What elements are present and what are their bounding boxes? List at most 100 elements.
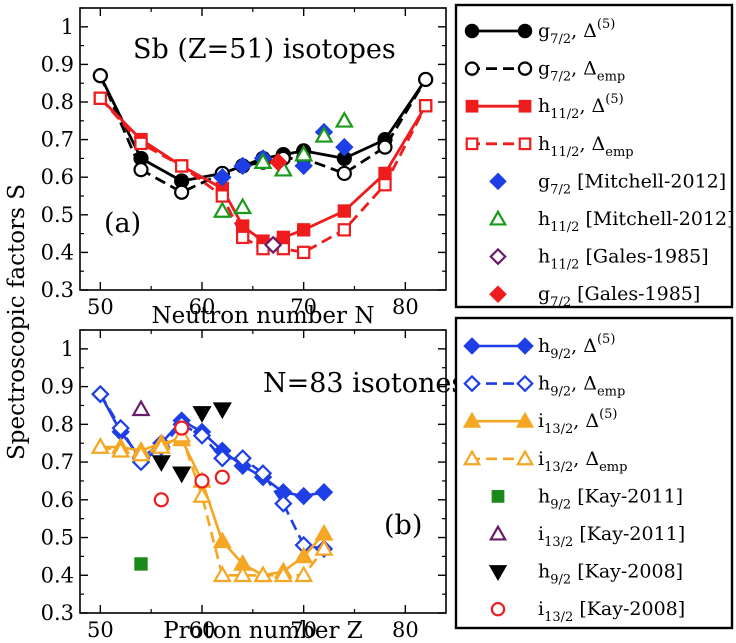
legend-label: h9/2 [Kay-2008] — [538, 561, 683, 588]
data-point — [131, 399, 151, 417]
data-point — [294, 546, 314, 564]
data-point — [212, 531, 232, 549]
x-axis-label: Neutron number N — [152, 303, 375, 329]
data-point — [91, 384, 110, 404]
legend-label-sub: 7/2 — [550, 70, 571, 85]
data-point — [192, 426, 212, 445]
legend-entry: i13/2 [Kay-2008] — [490, 598, 685, 625]
legend-label-main: h — [538, 373, 550, 395]
legend-label-tail: [Gales-1985] — [579, 246, 708, 268]
legend-label-tail-sub: emp — [597, 385, 625, 400]
x-tick-label: 70 — [290, 295, 317, 319]
legend-marker — [491, 490, 505, 503]
legend-marker — [489, 285, 507, 303]
series-6 — [263, 235, 283, 255]
data-point — [294, 486, 313, 506]
legend-entry: g7/2 [Gales-1985] — [489, 283, 700, 310]
legend-marker — [490, 601, 506, 617]
data-point — [213, 167, 232, 187]
legend-label-sub: 9/2 — [550, 573, 571, 588]
data-point — [334, 110, 354, 128]
y-tick-label: 0.5 — [41, 526, 74, 550]
data-point — [294, 156, 313, 176]
legend-entry: g7/2, Δ(5) — [464, 17, 615, 47]
legend-label-tail: [Mitchell-2012] — [579, 208, 734, 230]
legend-marker — [462, 449, 482, 466]
legend-label-tail-sub: emp — [605, 145, 633, 160]
legend-label: h11/2, Δ(5) — [538, 92, 624, 122]
legend-label: h9/2 [Kay-2011] — [538, 485, 683, 512]
y-tick-label: 1 — [61, 337, 74, 361]
legend-label-tail: , Δ — [573, 448, 599, 470]
legend-marker — [515, 411, 535, 428]
panel-label: (a) — [104, 208, 141, 239]
legend-marker — [489, 247, 507, 266]
series-4 — [134, 557, 148, 571]
y-tick-label: 0.8 — [41, 412, 74, 436]
legend-label-tail: [Gales-1985] — [571, 283, 700, 305]
legend-label-sub: 13/2 — [544, 610, 573, 625]
legend-label-tail-sub: emp — [599, 460, 627, 475]
data-point — [337, 204, 352, 218]
legend-label-sup: (5) — [605, 92, 623, 107]
data-point — [235, 230, 250, 245]
legend-label-sub: 9/2 — [550, 347, 571, 362]
legend-label-sub: 11/2 — [550, 220, 579, 235]
y-tick-label: 0.3 — [41, 601, 74, 625]
legend-label-main: h — [538, 95, 550, 117]
data-point — [90, 437, 110, 454]
x-tick-label: 80 — [392, 618, 419, 642]
legend-label: h11/2 [Gales-1985] — [538, 246, 709, 273]
data-point — [111, 440, 131, 458]
legend-label-tail: [Mitchell-2012] — [571, 170, 726, 192]
legend-label-main: h — [538, 246, 550, 268]
legend-marker — [463, 337, 481, 355]
legend-label: g7/2 [Gales-1985] — [538, 283, 700, 310]
legend-marker — [516, 337, 534, 355]
legend-label: h9/2, Δemp — [538, 373, 625, 400]
data-point — [233, 197, 253, 215]
legend-label-sub: 13/2 — [544, 422, 573, 437]
legend-label-main: i — [538, 523, 544, 545]
data-point — [233, 565, 253, 583]
legend-marker — [489, 172, 507, 191]
data-point — [151, 437, 171, 454]
y-tick-label: 0.7 — [41, 128, 74, 152]
legend-label-sub: 11/2 — [550, 258, 579, 273]
legend-label: g7/2, Δ(5) — [538, 17, 615, 47]
legend-frame — [454, 316, 734, 630]
legend-label-tail: , Δ — [579, 95, 605, 117]
series-5 — [212, 110, 354, 218]
legend-label-main: i — [538, 448, 544, 470]
legend-marker — [488, 524, 508, 541]
data-point — [194, 473, 210, 489]
legend-label: g7/2, Δemp — [538, 58, 625, 85]
legend-entry: h9/2, Δ(5) — [463, 332, 615, 362]
y-tick-label: 0.9 — [41, 375, 74, 399]
legend-marker — [464, 23, 480, 39]
data-point — [274, 494, 293, 513]
legend-label-sub: 7/2 — [550, 182, 571, 197]
series-1 — [91, 384, 334, 559]
data-point — [377, 139, 393, 155]
legend-entry: h11/2 [Gales-1985] — [489, 246, 709, 273]
series-line — [99, 393, 325, 551]
legend-entry: h11/2, Δ(5) — [465, 92, 624, 122]
series-3 — [90, 425, 334, 583]
data-point — [212, 565, 232, 583]
legend-label-tail: , Δ — [571, 20, 597, 42]
legend-label-tail: , Δ — [579, 133, 605, 155]
chart-title: Sb (Z=51) isotopes — [133, 34, 396, 65]
y-tick-label: 0.9 — [41, 52, 74, 76]
data-point — [111, 418, 130, 438]
legend-marker — [488, 209, 508, 226]
legend-label-tail: [Kay-2008] — [571, 561, 683, 583]
legend-label-sub: 9/2 — [550, 497, 571, 512]
legend-marker — [488, 565, 508, 582]
data-point — [212, 402, 232, 420]
legend-label-main: h — [538, 335, 550, 357]
legend-entry: h11/2 [Mitchell-2012] — [488, 208, 735, 235]
legend-marker — [465, 99, 479, 113]
